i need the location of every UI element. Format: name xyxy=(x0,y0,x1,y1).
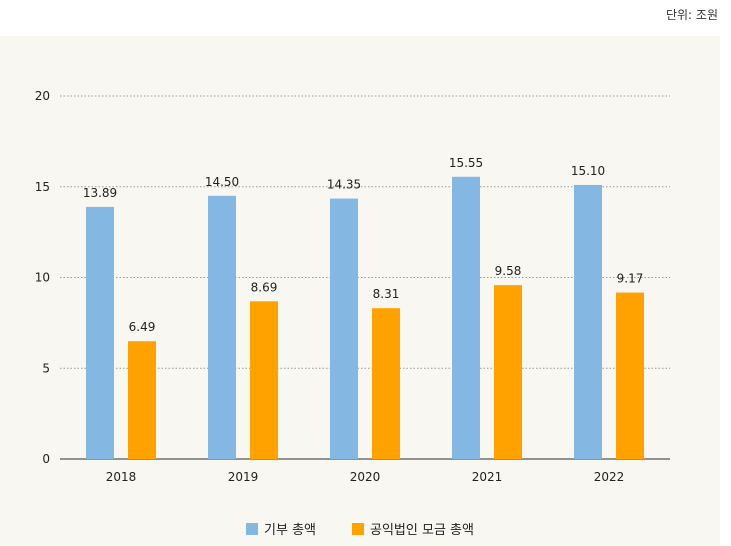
data-label-series-2-2019: 8.69 xyxy=(251,280,278,294)
data-label-series-1-2019: 14.50 xyxy=(205,175,239,189)
legend: 기부 총액 공익법인 모금 총액 xyxy=(0,519,720,538)
bar-series-2-2019 xyxy=(250,301,278,459)
legend-label-series-1: 기부 총액 xyxy=(264,523,317,538)
data-label-series-1-2018: 13.89 xyxy=(83,186,117,200)
bar-series-1-2021 xyxy=(452,176,480,459)
bar-series-1-2020 xyxy=(330,198,358,460)
bar-series-1-2019 xyxy=(208,195,236,459)
legend-label-series-2: 공익법인 모금 총액 xyxy=(370,523,474,538)
legend-item-series-1[interactable]: 기부 총액 xyxy=(246,519,316,538)
data-label-series-2-2018: 6.49 xyxy=(129,320,156,334)
x-tick-label: 2022 xyxy=(594,470,625,484)
bar-series-2-2020 xyxy=(372,308,400,459)
x-tick-label: 2020 xyxy=(350,470,381,484)
x-tick-label: 2018 xyxy=(106,470,137,484)
data-label-series-2-2021: 9.58 xyxy=(495,264,522,278)
data-label-series-1-2021: 15.55 xyxy=(449,156,483,170)
y-tick-label: 15 xyxy=(35,180,50,194)
bar-series-2-2021 xyxy=(494,285,522,459)
legend-item-series-2[interactable]: 공익법인 모금 총액 xyxy=(352,519,474,538)
bar-series-2-2018 xyxy=(128,341,156,459)
data-label-series-1-2020: 14.35 xyxy=(327,178,361,192)
x-tick-label: 2021 xyxy=(472,470,503,484)
legend-swatch-series-2 xyxy=(352,522,365,535)
y-tick-label: 0 xyxy=(42,452,50,466)
data-label-series-2-2020: 8.31 xyxy=(373,287,400,301)
y-tick-label: 10 xyxy=(35,271,50,285)
bar-series-1-2018 xyxy=(86,206,114,459)
y-tick-label: 20 xyxy=(35,89,50,103)
x-tick-label: 2019 xyxy=(228,470,259,484)
y-tick-label: 5 xyxy=(42,361,50,375)
bar-series-2-2022 xyxy=(616,292,644,459)
data-label-series-1-2022: 15.10 xyxy=(571,164,605,178)
legend-swatch-series-1 xyxy=(246,522,259,535)
unit-label: 단위: 조원 xyxy=(665,8,718,22)
bar-series-1-2022 xyxy=(574,184,602,459)
data-label-series-2-2022: 9.17 xyxy=(617,272,644,286)
